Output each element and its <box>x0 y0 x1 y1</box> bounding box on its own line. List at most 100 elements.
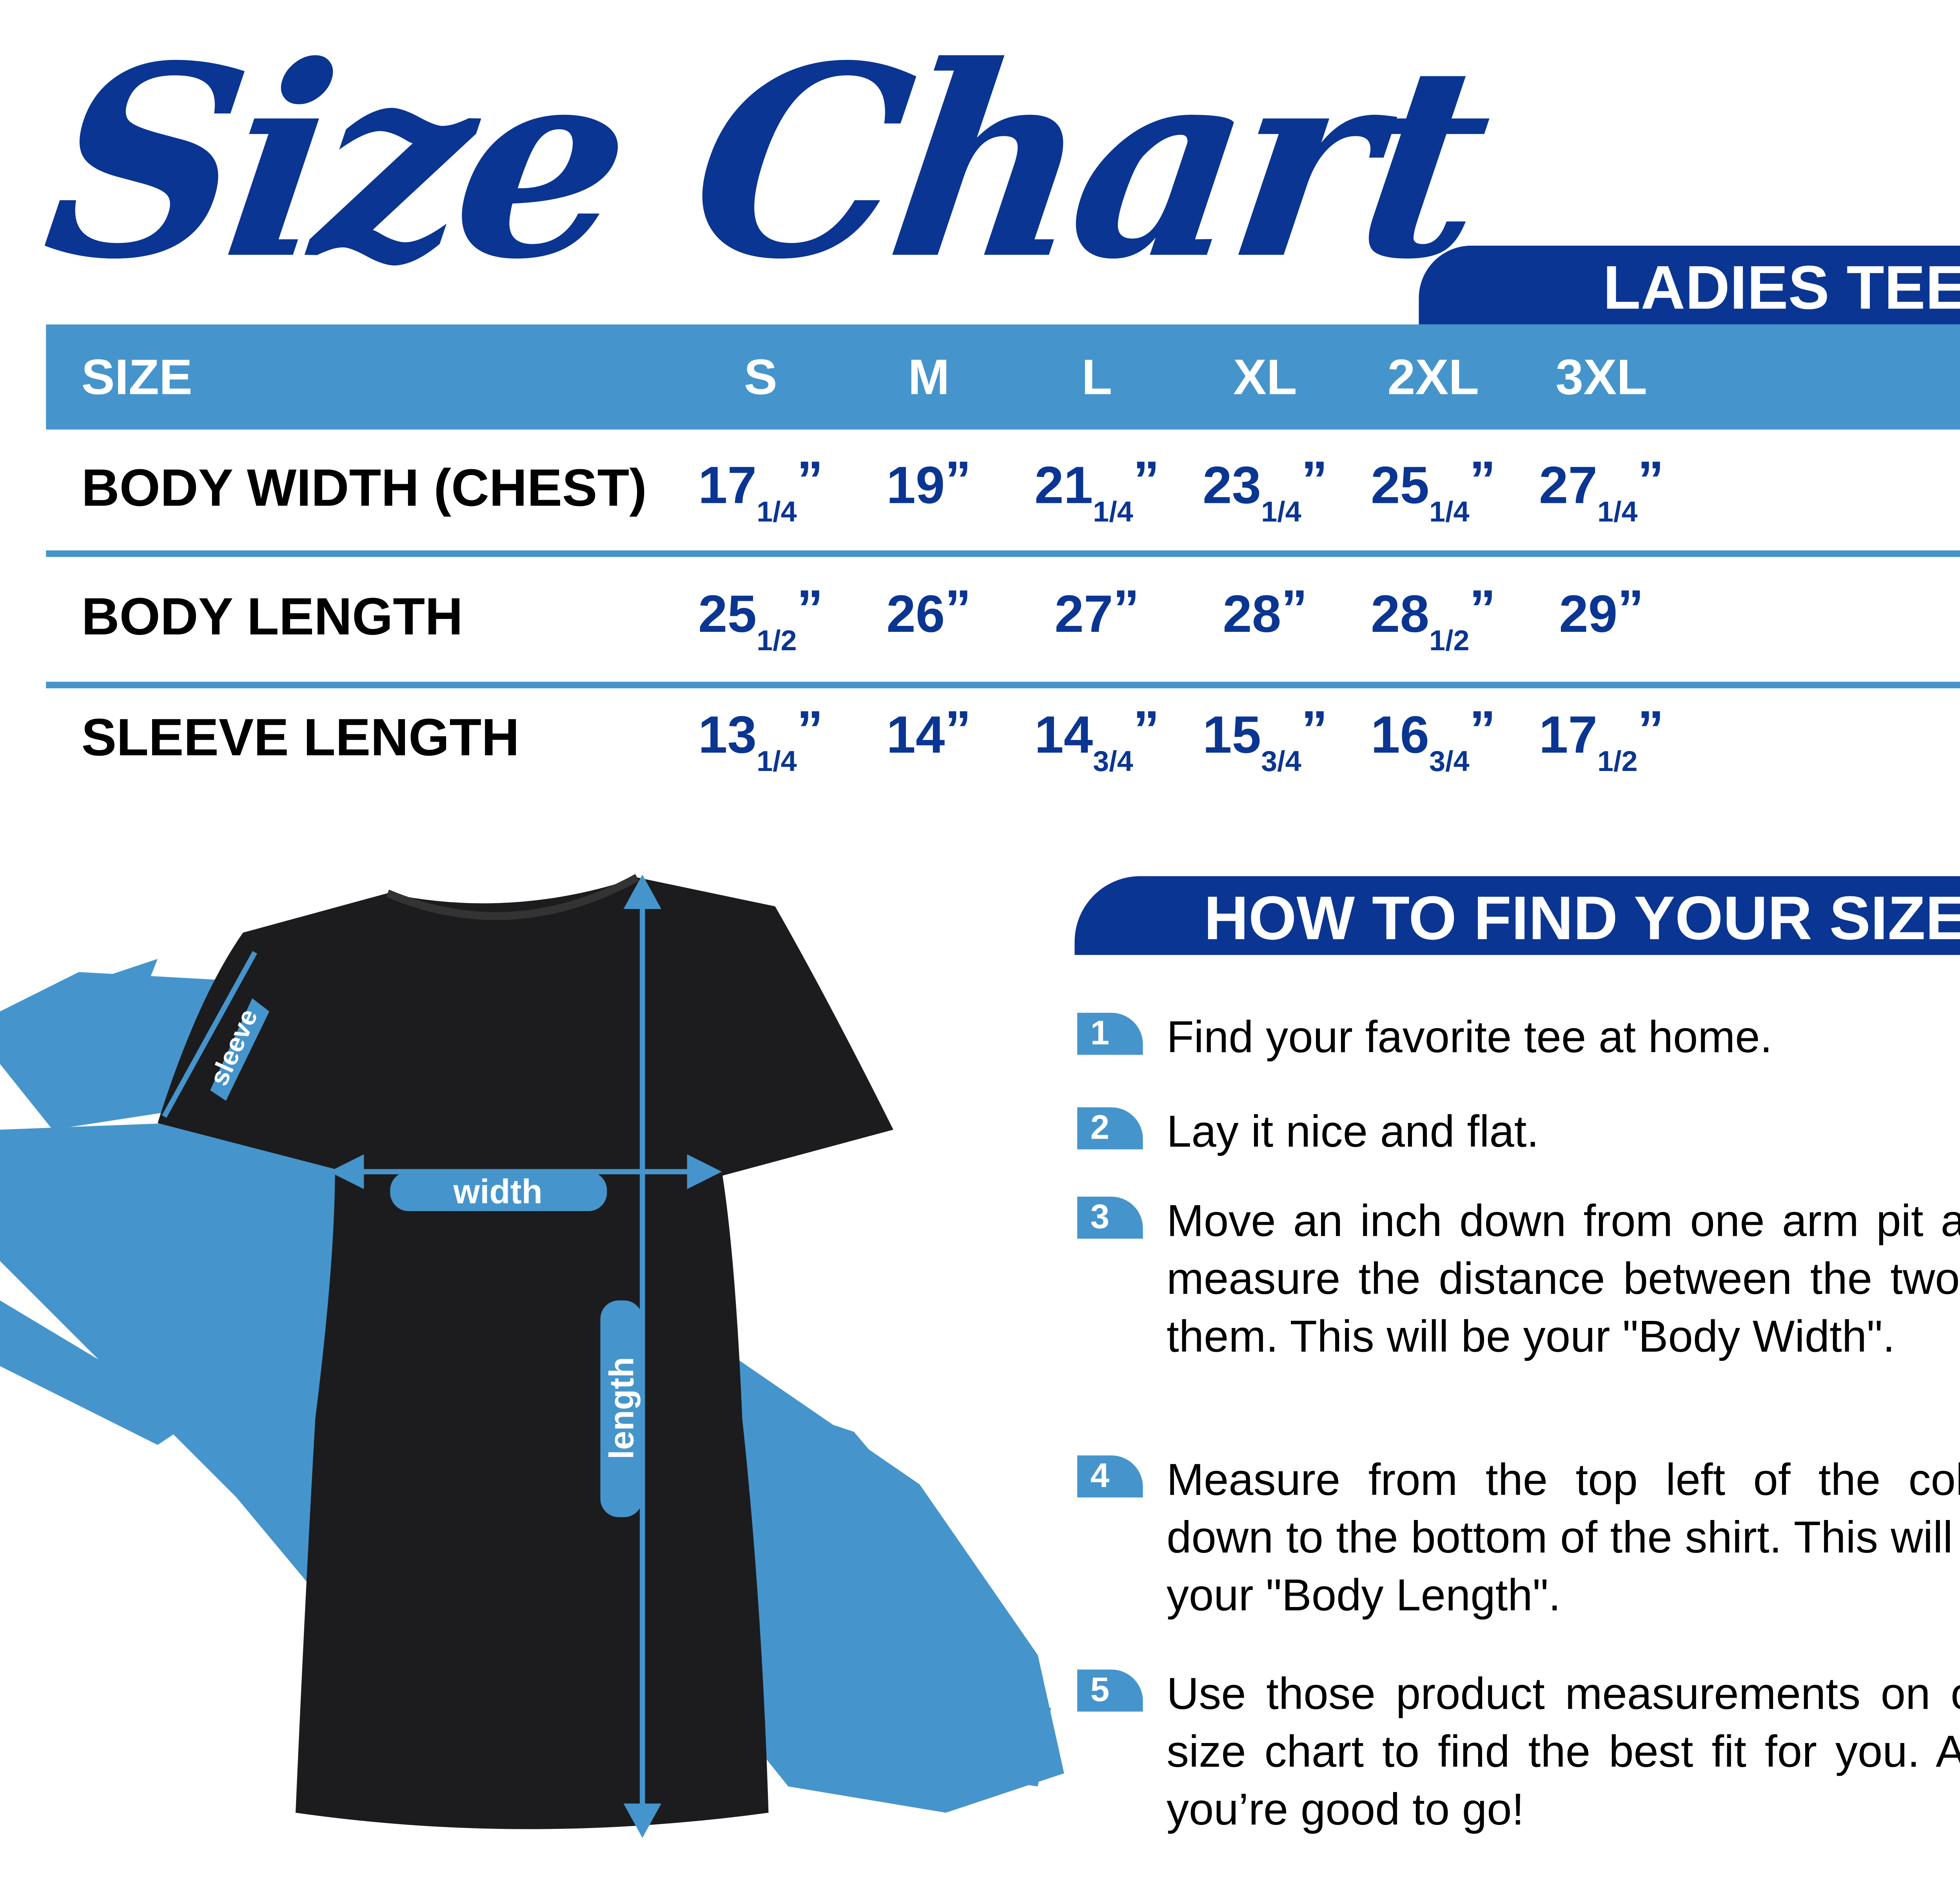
inch-mark: ” <box>1133 452 1160 510</box>
inch-mark: ” <box>945 701 971 760</box>
size-value: 26” <box>886 580 971 645</box>
header-size-s: S <box>744 350 777 406</box>
step-number-badge: 3 <box>1077 1197 1143 1239</box>
value-fraction: 1/4 <box>757 495 797 528</box>
table-header: SIZE S M L XL 2XL 3XL <box>46 324 1960 430</box>
inch-mark: ” <box>1469 452 1496 510</box>
page-title: Size Chart <box>31 9 1497 318</box>
value-whole: 27 <box>1539 457 1598 515</box>
row-label: BODY WIDTH (CHEST) <box>81 459 647 518</box>
inch-mark: ” <box>1281 580 1308 638</box>
header-size-m: M <box>908 350 950 406</box>
width-label-bg <box>390 1172 607 1211</box>
sleeve-label-bg <box>210 998 270 1101</box>
value-fraction: 1/2 <box>1429 624 1470 657</box>
value-whole: 16 <box>1370 706 1430 765</box>
row-divider <box>46 682 1960 689</box>
product-tab-label: LADIES TEE <box>1603 252 1960 322</box>
inch-mark: ” <box>797 452 823 510</box>
collar <box>386 874 639 920</box>
size-value: 211/4” <box>1034 452 1160 528</box>
header-size-label: SIZE <box>81 350 192 406</box>
size-value: 143/4” <box>1034 702 1160 778</box>
size-value: 271/4” <box>1539 452 1664 528</box>
inch-mark: ” <box>945 452 971 510</box>
shirt-shape <box>158 877 893 1829</box>
value-whole: 26 <box>886 586 945 644</box>
value-fraction: 3/4 <box>1429 745 1470 778</box>
how-to-title: HOW TO FIND YOUR SIZE <box>1204 883 1960 952</box>
inch-mark: ” <box>797 701 823 760</box>
step-text: Use those product measurements on our si… <box>1166 1669 1960 1835</box>
length-label-bg <box>600 1300 642 1517</box>
inch-mark: ” <box>945 580 971 638</box>
step-number: 5 <box>1090 1669 1110 1709</box>
size-value: 231/4” <box>1202 452 1328 528</box>
value-whole: 23 <box>1202 457 1261 515</box>
step-number-badge: 2 <box>1077 1107 1143 1150</box>
size-value: 29” <box>1559 580 1644 645</box>
step-number: 1 <box>1090 1012 1110 1052</box>
value-whole: 19 <box>886 457 945 515</box>
value-whole: 27 <box>1054 586 1113 644</box>
size-value: 171/2” <box>1539 702 1664 778</box>
inch-mark: ” <box>1617 580 1644 638</box>
inch-mark: ” <box>797 580 823 638</box>
value-fraction: 1/4 <box>757 745 797 778</box>
step-number-badge: 5 <box>1077 1669 1143 1712</box>
value-whole: 29 <box>1559 586 1618 644</box>
step-number: 4 <box>1090 1455 1110 1495</box>
header-size-3xl: 3XL <box>1555 350 1648 406</box>
size-value: 27” <box>1054 580 1139 645</box>
step-text: Measure from the top left of the collar … <box>1166 1455 1960 1621</box>
size-value: 28” <box>1223 580 1307 645</box>
value-whole: 28 <box>1370 586 1430 644</box>
value-whole: 28 <box>1223 586 1281 644</box>
value-fraction: 1/2 <box>757 624 797 657</box>
size-value: 251/4” <box>1370 452 1496 528</box>
value-fraction: 3/4 <box>1261 745 1301 778</box>
value-fraction: 1/4 <box>1429 495 1470 528</box>
size-value: 281/2” <box>1370 580 1496 657</box>
row-divider <box>46 550 1960 557</box>
size-value: 131/4” <box>698 702 823 778</box>
header-size-2xl: 2XL <box>1387 350 1479 406</box>
value-fraction: 1/4 <box>1261 495 1301 528</box>
step-text: Move an inch down from one arm pit and m… <box>1166 1197 1960 1362</box>
value-fraction: 3/4 <box>1093 745 1133 778</box>
value-whole: 13 <box>698 706 757 765</box>
step-number-badge: 1 <box>1077 1012 1143 1055</box>
size-value: 251/2” <box>698 580 823 657</box>
row-label: BODY LENGTH <box>81 588 463 646</box>
value-fraction: 1/4 <box>1093 495 1133 528</box>
step-number: 3 <box>1090 1197 1110 1236</box>
step-number-badge: 4 <box>1077 1455 1143 1498</box>
size-value: 19” <box>886 452 971 516</box>
width-label: width <box>453 1173 542 1211</box>
inch-mark: ” <box>1637 452 1664 510</box>
header-size-l: L <box>1082 350 1112 406</box>
value-whole: 21 <box>1034 457 1093 515</box>
value-whole: 14 <box>886 706 945 765</box>
value-whole: 25 <box>1370 457 1430 515</box>
value-whole: 14 <box>1034 706 1093 765</box>
value-whole: 15 <box>1202 706 1261 765</box>
value-whole: 17 <box>698 457 757 515</box>
size-value: 163/4” <box>1370 702 1496 778</box>
size-value: 153/4” <box>1202 702 1328 778</box>
inch-mark: ” <box>1469 580 1496 638</box>
product-tab: LADIES TEE <box>1419 245 1960 325</box>
tee-measurement-diagram: width length sleeve <box>0 874 1064 1838</box>
value-whole: 25 <box>698 586 757 644</box>
header-size-xl: XL <box>1233 350 1297 406</box>
step-text: Lay it nice and flat. <box>1166 1107 1539 1157</box>
value-fraction: 1/2 <box>1597 745 1638 778</box>
step-number: 2 <box>1090 1107 1110 1147</box>
row-label: SLEEVE LENGTH <box>81 709 520 767</box>
inch-mark: ” <box>1301 452 1328 510</box>
size-value: 171/4” <box>698 452 823 528</box>
size-value: 14” <box>886 702 971 766</box>
how-to-header: HOW TO FIND YOUR SIZE <box>1074 876 1960 955</box>
inch-mark: ” <box>1133 701 1160 760</box>
